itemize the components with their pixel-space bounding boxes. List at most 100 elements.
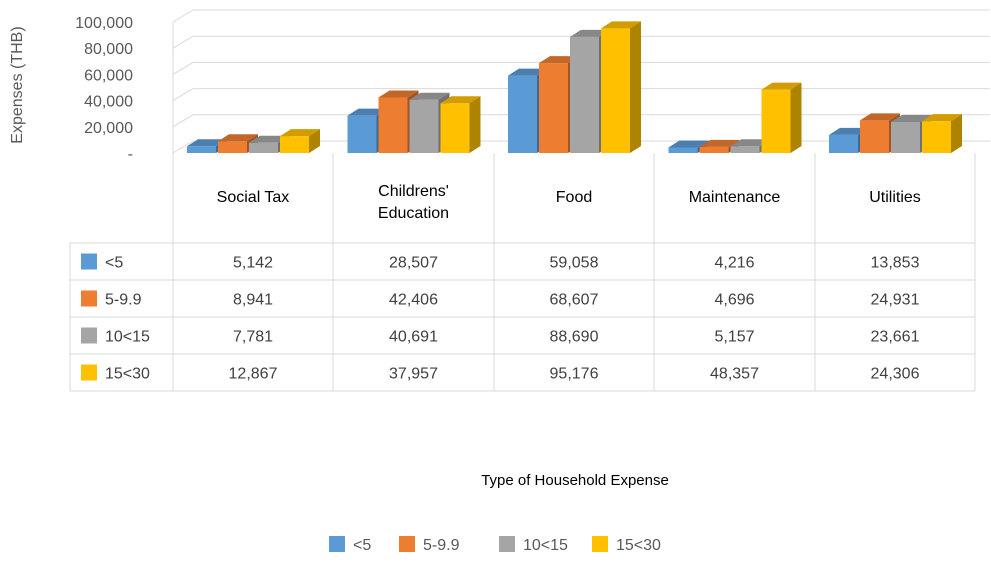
cell-2-4: 23,661 <box>871 329 920 346</box>
row-label-0: <5 <box>105 255 123 272</box>
row-label-3: 15<30 <box>105 366 150 383</box>
row-key-2 <box>81 327 97 344</box>
bars <box>187 21 962 153</box>
row-label-1: 5-9.9 <box>105 292 142 309</box>
cell-1-3: 4,696 <box>714 292 754 309</box>
gridline-4 <box>172 35 990 49</box>
bar-0-0 <box>187 146 216 153</box>
bar-top-0-3 <box>280 129 320 137</box>
bar-4-1 <box>860 120 889 153</box>
bar-top-2-1 <box>539 56 579 64</box>
y-tick-label-1: 20,000 <box>84 120 133 137</box>
bar-3-0 <box>668 147 698 153</box>
data-table: Social Tax Childrens' Education Food Mainten… <box>69 153 976 392</box>
cell-0-2: 59,058 <box>550 255 599 272</box>
x-axis-title: Type of Household Expense <box>481 472 669 489</box>
cell-2-1: 40,691 <box>389 329 438 346</box>
bar-top-4-2 <box>891 115 931 123</box>
row-key-3 <box>81 364 97 381</box>
legend-label-0: <5 <box>353 537 371 554</box>
bar-side-1-3 <box>469 96 481 153</box>
row-key-1 <box>81 290 97 307</box>
bar-side-4-3 <box>951 114 962 153</box>
bar-4-0 <box>829 134 858 153</box>
bar-top-1-0 <box>347 108 388 116</box>
cell-2-3: 5,157 <box>714 329 754 346</box>
legend-label-1: 5-9.9 <box>423 537 460 554</box>
legend-key-0 <box>329 536 345 552</box>
bar-top-3-0 <box>668 140 709 148</box>
cell-3-0: 12,867 <box>229 366 278 383</box>
gridline-1 <box>172 114 990 128</box>
legend-key-1 <box>399 536 415 552</box>
category-label-4: Utilities <box>869 189 921 206</box>
bar-3-3 <box>761 89 791 153</box>
bar-4-2 <box>891 122 920 153</box>
bar-0-1 <box>218 141 247 153</box>
cell-2-2: 88,690 <box>550 329 599 346</box>
legend: <5 5-9.9 10<15 15<30 <box>329 536 661 554</box>
cell-3-2: 95,176 <box>550 366 599 383</box>
category-label-1: Childrens' Education <box>378 183 449 222</box>
bar-4-3 <box>922 121 951 153</box>
bar-side-3-3 <box>790 82 802 153</box>
bar-1-0 <box>347 115 377 153</box>
bar-2-3 <box>601 28 630 153</box>
cell-0-4: 13,853 <box>871 255 920 272</box>
bar-2-0 <box>508 75 537 153</box>
category-label-0: Social Tax <box>217 189 290 206</box>
cell-0-1: 28,507 <box>389 255 438 272</box>
bar-top-4-1 <box>860 113 900 121</box>
bar-top-3-2 <box>730 139 771 147</box>
y-axis: - 20,000 40,000 60,000 80,000 100,000 <box>75 15 133 163</box>
y-axis-title: Expenses (THB) <box>9 26 26 143</box>
gridline-3 <box>172 61 990 75</box>
bar-top-2-2 <box>570 29 610 37</box>
bar-top-1-1 <box>378 90 419 98</box>
bar-side-2-3 <box>630 21 641 153</box>
bar-top-0-1 <box>218 134 258 142</box>
cell-1-4: 24,931 <box>871 292 920 309</box>
legend-key-3 <box>592 536 608 552</box>
bar-1-1 <box>378 97 408 153</box>
bar-top-2-3 <box>601 21 641 29</box>
bar-top-1-2 <box>409 92 450 100</box>
bar-3-2 <box>730 146 760 153</box>
cell-0-3: 4,216 <box>714 255 754 272</box>
y-tick-label-2: 40,000 <box>84 94 133 111</box>
cell-3-1: 37,957 <box>389 366 438 383</box>
gridline-5 <box>172 9 990 23</box>
bar-3-1 <box>699 146 729 153</box>
y-tick-label-4: 80,000 <box>84 41 133 58</box>
bar-top-4-3 <box>922 114 962 122</box>
bar-top-3-3 <box>761 82 802 90</box>
row-label-2: 10<15 <box>105 329 150 346</box>
legend-key-2 <box>499 536 515 552</box>
bar-top-3-1 <box>699 139 740 147</box>
legend-label-3: 15<30 <box>616 537 661 554</box>
bar-top-0-2 <box>249 135 289 143</box>
bar-top-0-0 <box>187 139 227 147</box>
legend-label-2: 10<15 <box>523 537 568 554</box>
row-key-0 <box>81 253 97 270</box>
cell-2-0: 7,781 <box>233 329 273 346</box>
cell-3-4: 24,306 <box>871 366 920 383</box>
gridline-2 <box>172 88 990 102</box>
cell-0-0: 5,142 <box>233 255 273 272</box>
bar-top-4-0 <box>829 127 869 135</box>
category-label-2: Food <box>556 189 592 206</box>
bar-1-3 <box>440 103 470 153</box>
bar-top-2-0 <box>508 68 548 76</box>
cell-1-0: 8,941 <box>233 292 273 309</box>
cell-1-2: 68,607 <box>550 292 599 309</box>
bar-2-2 <box>570 36 599 153</box>
bar-side-0-3 <box>309 129 320 153</box>
y-tick-label-5: 100,000 <box>75 15 133 32</box>
y-tick-label-0: - <box>128 146 133 163</box>
bar-top-1-3 <box>440 96 481 104</box>
bar-2-1 <box>539 63 568 153</box>
cell-3-3: 48,357 <box>710 366 759 383</box>
y-tick-label-3: 60,000 <box>84 67 133 84</box>
cell-1-1: 42,406 <box>389 292 438 309</box>
